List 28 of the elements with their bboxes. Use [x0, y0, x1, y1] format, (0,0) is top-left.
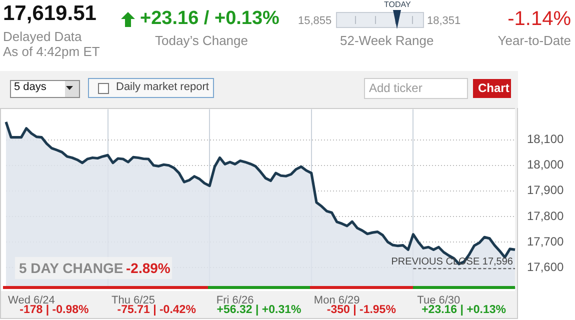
- text: Today’s Change: [155, 33, 248, 48]
- y-tick-label: 18,100: [527, 132, 564, 146]
- text: -1.14%: [508, 8, 571, 31]
- text: 5 days: [14, 81, 46, 93]
- text: -350 | -1.95%: [326, 304, 396, 317]
- text: 52-Week Range: [340, 33, 434, 48]
- y-tick-label: 17,800: [527, 208, 564, 223]
- text: -178 | -0.98%: [20, 304, 89, 317]
- y-tick-label: 17,700: [527, 234, 564, 248]
- text: TODAY: [384, 0, 411, 9]
- text: As of 4:42pm ET: [3, 44, 100, 59]
- text: -75.71 | -0.42%: [117, 304, 196, 317]
- annotation: 5 DAY CHANGE: [19, 260, 124, 276]
- text: +23.16 / +0.13%: [140, 8, 280, 30]
- text: +23.16 | +0.13%: [422, 304, 506, 317]
- text: Chart: [478, 81, 510, 95]
- text: 17,619.51: [3, 2, 96, 26]
- text: Year-to-Date: [498, 33, 571, 48]
- text: 18,351: [427, 15, 461, 27]
- text: Daily market report: [116, 81, 209, 93]
- y-tick-label: 17,600: [527, 260, 564, 274]
- y-tick-label: 17,900: [527, 183, 564, 198]
- text: Delayed Data: [3, 29, 82, 44]
- text: +56.32 | +0.31%: [216, 304, 302, 317]
- annotation: -2.89%: [126, 260, 170, 276]
- text: 15,855: [298, 15, 332, 27]
- y-tick-label: 18,000: [527, 158, 564, 172]
- text: Add ticker: [369, 81, 422, 95]
